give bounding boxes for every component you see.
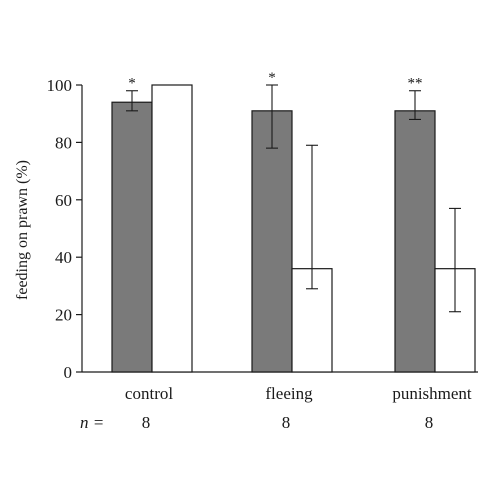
bars <box>111 84 476 373</box>
significance-marker: * <box>268 70 276 86</box>
bar-fleeing-1 <box>251 110 293 373</box>
y-tick-label: 40 <box>55 248 72 267</box>
n-value: 8 <box>282 413 291 432</box>
y-axis-label: feeding on prawn (%) <box>14 160 31 300</box>
significance-marker: ** <box>408 76 423 92</box>
category-label-punishment: punishment <box>392 384 472 403</box>
n-value: 8 <box>425 413 434 432</box>
category-label-control: control <box>125 384 173 403</box>
bar-punishment-1 <box>394 110 436 373</box>
y-tick-label: 80 <box>55 133 72 152</box>
significance-marker: * <box>128 76 136 92</box>
n-label: n = <box>80 413 104 432</box>
y-tick-label: 20 <box>55 306 72 325</box>
bar-control-1 <box>111 101 153 373</box>
bar-control-2 <box>151 84 193 373</box>
y-tick-label: 60 <box>55 191 72 210</box>
n-value: 8 <box>142 413 151 432</box>
error-bars <box>126 84 461 313</box>
category-label-fleeing: fleeing <box>265 384 313 403</box>
y-tick-label: 0 <box>64 363 73 382</box>
y-tick-label: 100 <box>47 76 73 95</box>
